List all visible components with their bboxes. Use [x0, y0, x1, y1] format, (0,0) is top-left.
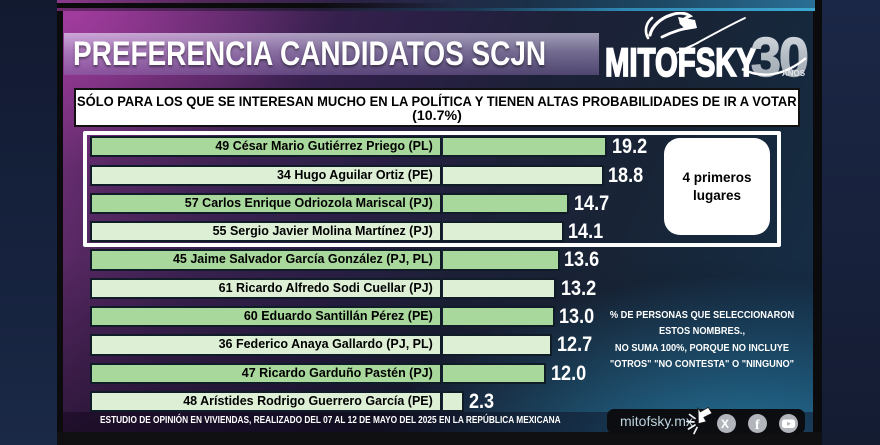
- svg-text:MITOFSKY: MITOFSKY: [605, 41, 756, 84]
- svg-text:X: X: [721, 417, 729, 431]
- svg-text:AÑOS: AÑOS: [782, 69, 806, 78]
- svg-text:f: f: [755, 418, 760, 433]
